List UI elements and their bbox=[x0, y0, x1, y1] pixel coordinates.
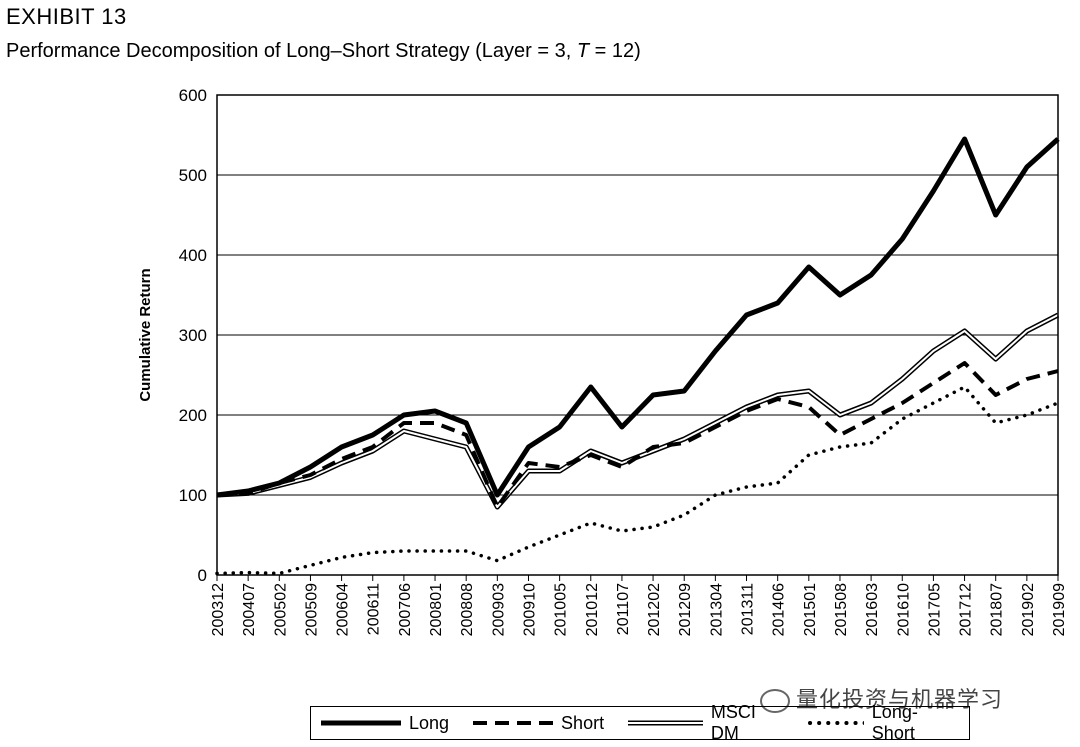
x-tick-label: 200407 bbox=[241, 583, 258, 636]
legend-item-short: Short bbox=[473, 712, 605, 733]
series-line-short bbox=[216, 361, 1059, 509]
x-tick-label: 201107 bbox=[615, 583, 632, 635]
x-tick-label: 201406 bbox=[771, 583, 788, 636]
x-tick-label: 201311 bbox=[740, 583, 757, 635]
x-tick-label: 201202 bbox=[646, 583, 663, 636]
x-tick-label: 201012 bbox=[584, 583, 601, 636]
watermark: 量化投资与机器学习 bbox=[760, 682, 1003, 714]
series-line-long bbox=[216, 136, 1060, 498]
y-tick-label: 400 bbox=[179, 246, 207, 265]
series-line-long-short bbox=[215, 385, 1060, 576]
x-tick-label: 201712 bbox=[958, 583, 975, 636]
x-tick-label: 201209 bbox=[677, 583, 694, 636]
x-tick-label: 200604 bbox=[335, 583, 352, 636]
x-tick-label: 201909 bbox=[1051, 583, 1068, 636]
x-tick-label: 200706 bbox=[397, 583, 414, 636]
x-tick-label: 200611 bbox=[366, 583, 383, 635]
x-tick-label: 200903 bbox=[490, 583, 507, 636]
x-tick-label: 201705 bbox=[926, 583, 943, 636]
y-tick-label: 300 bbox=[179, 326, 207, 345]
x-tick-label: 200910 bbox=[521, 583, 538, 636]
x-tick-label: 200502 bbox=[272, 583, 289, 636]
legend-item-longshort: Long-Short bbox=[807, 702, 918, 743]
x-axis-tick-labels: 200312 200407 200502 200509 200604 200611 2007… bbox=[210, 575, 1068, 636]
x-tick-label: 201807 bbox=[989, 583, 1006, 636]
x-tick-label: 200801 bbox=[428, 583, 445, 636]
x-tick-label: 201508 bbox=[833, 583, 850, 636]
x-tick-label: 201005 bbox=[553, 583, 570, 636]
series-lines bbox=[215, 136, 1060, 576]
x-tick-label: 201610 bbox=[895, 583, 912, 636]
x-tick-label: 201304 bbox=[708, 583, 725, 636]
x-tick-label: 201603 bbox=[864, 583, 881, 636]
y-tick-label: 600 bbox=[179, 86, 207, 105]
y-tick-label: 100 bbox=[179, 486, 207, 505]
x-tick-label: 200808 bbox=[459, 583, 476, 636]
y-axis-label: Cumulative Return bbox=[137, 268, 154, 401]
exhibit-label: EXHIBIT 13 bbox=[6, 4, 127, 29]
y-axis-tick-labels: 0 100 200 300 400 500 600 bbox=[179, 86, 207, 585]
x-tick-label: 201501 bbox=[802, 583, 819, 636]
y-tick-label: 0 bbox=[198, 566, 207, 585]
x-tick-label: 201902 bbox=[1020, 583, 1037, 636]
chart-legend: Long Short MSCI DM Long-Short bbox=[310, 702, 970, 743]
plot-frame bbox=[216, 94, 1059, 576]
y-tick-label: 200 bbox=[179, 406, 207, 425]
gridlines bbox=[217, 94, 1058, 496]
x-tick-label: 200509 bbox=[303, 583, 320, 636]
x-tick-label: 200312 bbox=[210, 583, 227, 636]
y-tick-label: 500 bbox=[179, 166, 207, 185]
legend-item-msci: MSCI DM bbox=[628, 702, 756, 743]
wechat-icon bbox=[760, 689, 790, 713]
legend-item-long: Long bbox=[321, 712, 450, 733]
chart-title: Performance Decomposition of Long–Short … bbox=[6, 40, 641, 62]
